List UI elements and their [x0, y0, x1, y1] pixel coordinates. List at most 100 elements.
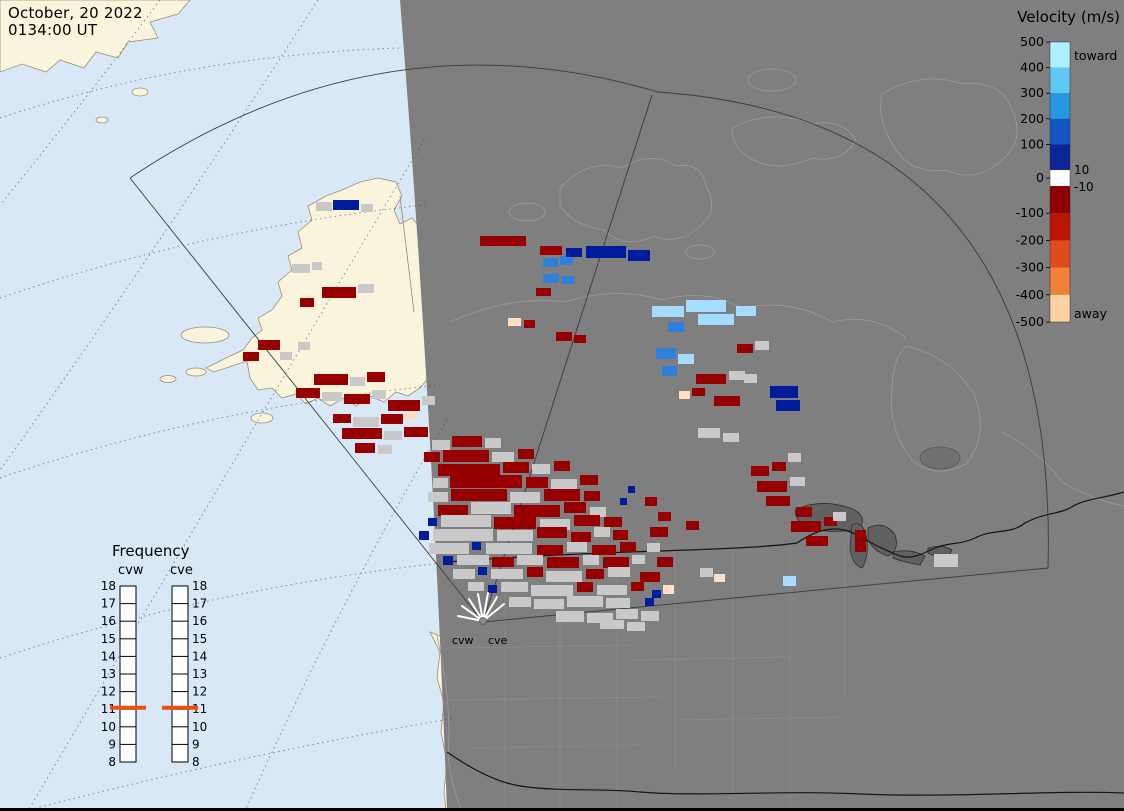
velocity-cell [650, 527, 668, 537]
velocity-cell [744, 374, 757, 383]
velocity-cell [686, 300, 726, 312]
velocity-cell [571, 532, 591, 542]
velocity-cell [554, 461, 570, 471]
velocity-cell [531, 585, 573, 596]
velocity-cell [663, 585, 674, 594]
lake-huron [867, 524, 897, 557]
velocity-cell [537, 545, 563, 555]
velocity-cell [796, 507, 812, 517]
velocity-cell [404, 427, 428, 437]
velocity-cell [632, 555, 645, 564]
radar-beams-icon [457, 592, 505, 622]
velocity-cell [583, 555, 599, 565]
velocity-cell [472, 542, 481, 550]
velocity-cell [438, 505, 468, 516]
velocity-cell [567, 596, 603, 607]
velocity-cell [641, 611, 659, 621]
velocity-cell [647, 543, 660, 552]
nunivak-island [250, 412, 274, 424]
velocity-cell [344, 394, 370, 404]
velocity-cell [342, 428, 382, 439]
velocity-cell [586, 246, 626, 258]
velocity-cell [453, 569, 475, 579]
frequency-tick-label: 15 [192, 632, 207, 646]
velocity-cell [333, 414, 351, 423]
frequency-tick-label: 10 [192, 720, 207, 734]
velocity-cell [428, 492, 448, 502]
velocity-cell [580, 475, 598, 485]
velocity-cell [457, 555, 489, 565]
colorbar-zero-band [1050, 170, 1070, 186]
velocity-cell [532, 464, 550, 474]
velocity-cell [597, 585, 627, 595]
velocity-cell [592, 545, 616, 555]
velocity-cell [766, 496, 790, 506]
colorbar-tick-label: -500 [1016, 314, 1044, 329]
velocity-cell [543, 274, 559, 283]
velocity-cell [586, 569, 604, 579]
velocity-cell [714, 396, 740, 406]
velocity-cell [292, 264, 310, 273]
velocity-cell [443, 450, 489, 462]
velocity-cell [300, 298, 314, 307]
aleutian-island [185, 367, 207, 377]
velocity-cell [662, 366, 677, 376]
hudson-bay-outline [891, 345, 981, 472]
velocity-cell [790, 477, 805, 486]
velocity-cell [751, 466, 769, 476]
velocity-cell [833, 512, 846, 521]
velocity-cell [428, 518, 437, 526]
velocity-cell [657, 557, 673, 567]
velocity-cell [600, 620, 624, 629]
colorbar-tick-label: 0 [1036, 170, 1044, 185]
velocity-cell [450, 475, 522, 488]
island-outline [747, 68, 797, 92]
velocity-cell [698, 428, 720, 438]
velocity-cell [534, 599, 564, 609]
velocity-cell [350, 377, 365, 386]
velocity-cell [627, 622, 645, 631]
velocity-cell [566, 248, 582, 257]
velocity-cell [723, 433, 739, 442]
colorbar-segment [1050, 42, 1070, 68]
velocity-cell [480, 236, 526, 246]
velocity-cell [422, 396, 435, 405]
frequency-tick-label: 10 [101, 720, 116, 734]
velocity-cell [527, 567, 543, 577]
colorbar-tick-label: 10 [1074, 163, 1089, 177]
velocity-cell [478, 567, 487, 575]
frequency-tick-label: 8 [192, 755, 200, 769]
velocity-cell [314, 374, 348, 385]
velocity-cell [729, 371, 745, 380]
velocity-cell [686, 521, 699, 530]
velocity-cell [628, 486, 635, 493]
arctic-coastline [449, 293, 907, 339]
velocity-cell [471, 502, 511, 514]
velocity-cell [381, 414, 403, 424]
velocity-cell [652, 590, 661, 598]
velocity-cell [355, 443, 375, 453]
frequency-tick-label: 9 [192, 737, 200, 751]
velocity-cell [692, 388, 705, 396]
frequency-tick-label: 17 [101, 597, 116, 611]
cvw-column-label: cvw [118, 563, 144, 578]
velocity-colorbar [1049, 41, 1071, 323]
velocity-cell [452, 436, 482, 447]
island-outline [685, 244, 715, 260]
us-canada-border [446, 491, 1124, 563]
velocity-cell [556, 611, 584, 622]
st-lawrence-island [180, 326, 230, 344]
frequency-tick-label: 16 [192, 614, 207, 628]
velocity-cell [468, 582, 484, 591]
night-coastlines [436, 68, 1124, 811]
arctic-island-outline [731, 116, 857, 167]
velocity-cell [526, 477, 548, 488]
velocity-cell [433, 529, 493, 541]
velocity-cell [696, 374, 726, 384]
baffin-island-outline [880, 78, 1018, 176]
velocity-cell [608, 567, 630, 577]
velocity-cell [562, 276, 574, 284]
velocity-legend: Velocity (m/s) 500 400 300 200 100 0 -100 -200 -… [1016, 8, 1120, 329]
velocity-cell [628, 250, 650, 261]
